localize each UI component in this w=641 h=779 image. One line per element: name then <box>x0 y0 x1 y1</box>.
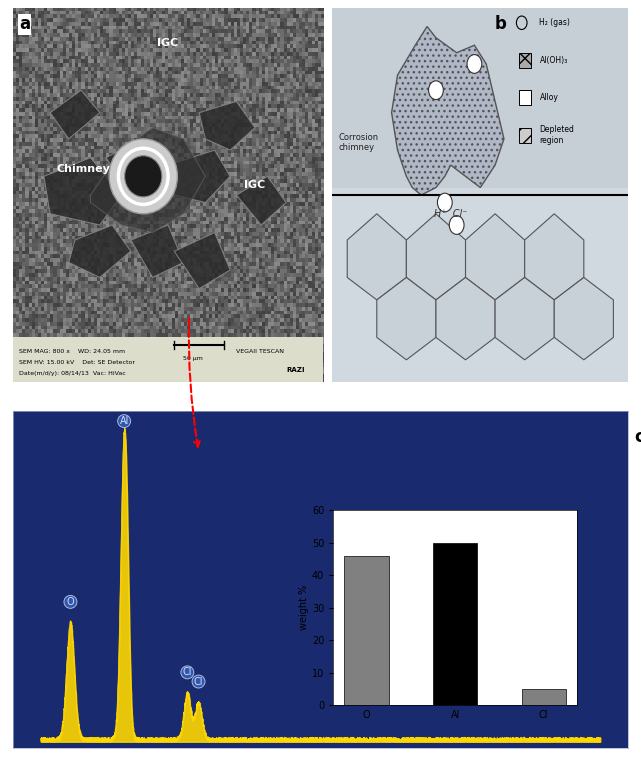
Bar <box>433 543 478 705</box>
Bar <box>519 128 531 143</box>
Text: Corrosion
chimney: Corrosion chimney <box>338 133 378 153</box>
Y-axis label: weight %: weight % <box>299 585 309 630</box>
Polygon shape <box>199 101 255 150</box>
Polygon shape <box>392 26 504 195</box>
Polygon shape <box>377 277 436 360</box>
Text: Al(OH)₃: Al(OH)₃ <box>540 56 568 65</box>
Circle shape <box>449 216 464 234</box>
Text: O: O <box>67 597 74 607</box>
Text: a: a <box>19 16 30 33</box>
Text: Alloy: Alloy <box>540 93 558 102</box>
Polygon shape <box>436 277 495 360</box>
Polygon shape <box>50 90 100 139</box>
Text: Depleted
region: Depleted region <box>540 125 574 145</box>
Text: SEM MAG: 800 x    WD: 24.05 mm: SEM MAG: 800 x WD: 24.05 mm <box>19 349 125 354</box>
Text: Cl: Cl <box>183 668 192 678</box>
Bar <box>519 53 531 68</box>
Polygon shape <box>554 277 613 360</box>
Polygon shape <box>525 213 584 300</box>
Polygon shape <box>406 213 465 300</box>
X-axis label: keV: keV <box>309 771 332 779</box>
Bar <box>13 337 323 382</box>
Text: Al: Al <box>119 416 129 426</box>
Polygon shape <box>347 213 406 300</box>
Bar <box>522 689 566 705</box>
Text: VEGAII TESCAN: VEGAII TESCAN <box>237 349 285 354</box>
Polygon shape <box>495 277 554 360</box>
Text: H₂ (gas): H₂ (gas) <box>540 18 570 27</box>
Text: Chimney: Chimney <box>56 164 110 174</box>
Text: b: b <box>495 16 507 33</box>
Bar <box>333 8 628 213</box>
Text: IGC: IGC <box>244 180 265 190</box>
Circle shape <box>429 81 444 100</box>
Text: c: c <box>635 428 641 446</box>
Polygon shape <box>168 150 230 203</box>
Text: 50 μm: 50 μm <box>183 356 203 361</box>
Text: RAZI: RAZI <box>286 368 304 373</box>
Polygon shape <box>465 213 525 300</box>
Polygon shape <box>44 157 122 225</box>
Text: H⁺  Cl⁻: H⁺ Cl⁻ <box>434 209 467 219</box>
Bar <box>344 555 388 705</box>
Text: IGC: IGC <box>158 37 179 48</box>
Ellipse shape <box>124 156 162 197</box>
Polygon shape <box>69 225 131 277</box>
Text: Date(m/d/y): 08/14/13  Vac: HiVac: Date(m/d/y): 08/14/13 Vac: HiVac <box>19 371 126 376</box>
Circle shape <box>437 193 452 212</box>
Text: Cl: Cl <box>194 676 203 686</box>
Bar <box>333 188 628 382</box>
Ellipse shape <box>109 139 178 213</box>
Polygon shape <box>106 139 168 195</box>
Polygon shape <box>131 225 183 277</box>
Polygon shape <box>90 128 205 232</box>
Circle shape <box>467 55 482 73</box>
Polygon shape <box>237 176 286 225</box>
Text: SEM HV: 15.00 kV    Det: SE Detector: SEM HV: 15.00 kV Det: SE Detector <box>19 360 135 365</box>
Polygon shape <box>174 232 230 289</box>
Bar <box>519 90 531 105</box>
